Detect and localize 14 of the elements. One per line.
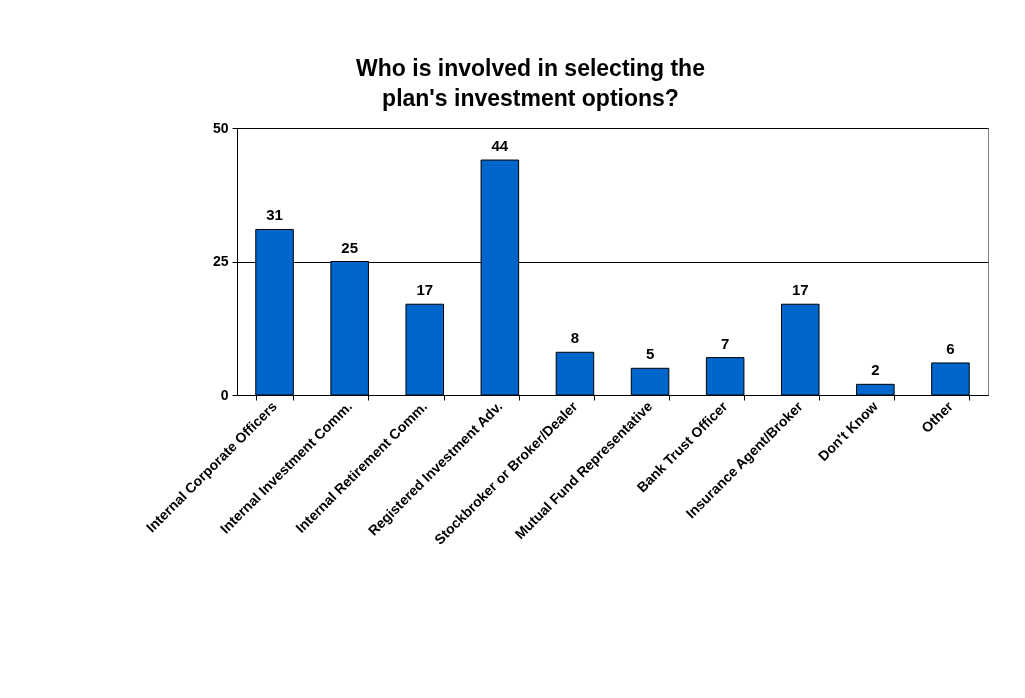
data-label: 6: [946, 339, 955, 357]
y-tick-label: 50: [212, 119, 229, 136]
data-label: 31: [266, 206, 283, 224]
data-label: 25: [341, 238, 358, 256]
y-tick-label: 0: [220, 386, 229, 403]
data-label: 7: [720, 334, 730, 352]
chart-title: Who is involved in selecting the plan's investment options?: [356, 55, 705, 111]
data-label: 17: [791, 281, 809, 299]
data-label: 8: [570, 329, 580, 347]
y-tick-label: 25: [212, 253, 229, 269]
data-label: 44: [491, 137, 509, 155]
data-label: 5: [645, 345, 655, 363]
data-label: 2: [871, 361, 880, 379]
data-label: 17: [416, 281, 434, 299]
